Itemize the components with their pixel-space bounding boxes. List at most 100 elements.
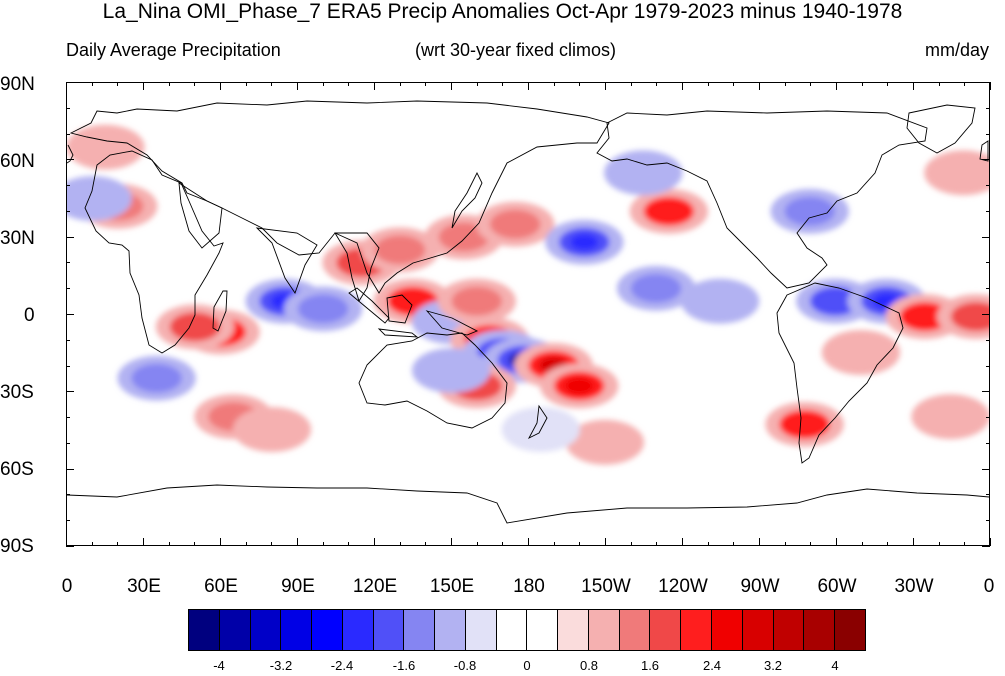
tick-mark — [66, 236, 74, 238]
colorbar-swatch — [342, 610, 374, 650]
tick-mark — [656, 82, 658, 86]
coastline-madagascar — [212, 290, 228, 332]
tick-mark — [66, 133, 70, 135]
tick-mark — [66, 546, 74, 547]
tick-mark — [630, 542, 632, 546]
coastline-india — [255, 227, 318, 294]
anomaly-region — [67, 184, 118, 213]
tick-mark — [143, 538, 144, 546]
tick-mark — [528, 538, 529, 546]
tick-mark — [348, 82, 350, 86]
tick-mark — [682, 82, 683, 90]
tick-mark — [810, 82, 812, 86]
colorbar-label: -0.8 — [453, 658, 477, 673]
colorbar-label: 0.8 — [579, 658, 599, 673]
tick-mark — [990, 82, 991, 90]
tick-mark — [476, 542, 478, 546]
anomaly-region — [297, 294, 349, 324]
tick-mark — [66, 314, 74, 315]
tick-mark — [964, 542, 966, 546]
colorbar-label: 1.6 — [640, 658, 660, 673]
tick-mark — [168, 542, 170, 546]
colorbar-swatch — [681, 610, 713, 650]
map-title: La_Nina OMI_Phase_7 ERA5 Precip Anomalie… — [102, 0, 903, 23]
tick-mark — [66, 442, 70, 444]
tick-mark — [986, 339, 990, 341]
anomaly-region — [570, 234, 599, 251]
anomaly-region — [810, 286, 861, 316]
lat-label-90s: 90S — [0, 536, 34, 557]
tick-mark — [986, 133, 990, 135]
tick-mark — [579, 82, 581, 86]
coastline-northamerica — [596, 110, 928, 289]
coastline-borneo — [386, 294, 413, 324]
anomaly-region — [489, 209, 541, 239]
tick-mark — [66, 391, 74, 393]
colorbar-swatch — [588, 610, 620, 650]
tick-mark — [66, 339, 70, 341]
map-plot-area — [66, 82, 990, 546]
tick-mark — [913, 82, 914, 90]
coastline-australia — [358, 332, 508, 429]
anomaly-region — [911, 394, 989, 440]
tick-mark — [271, 82, 273, 86]
lon-label-150w: 150W — [581, 576, 631, 597]
tick-mark — [66, 365, 70, 367]
anomaly-region — [951, 302, 989, 331]
colorbar-swatch — [773, 610, 805, 650]
tick-mark — [682, 538, 683, 546]
tick-mark — [66, 468, 74, 470]
tick-mark — [982, 236, 990, 238]
anomaly-region — [425, 356, 477, 385]
tick-mark — [784, 542, 786, 546]
colorbar-label: 0 — [523, 658, 531, 673]
tick-mark — [733, 542, 735, 546]
anomaly-region — [169, 312, 221, 342]
tick-mark — [502, 542, 504, 546]
tick-mark — [938, 82, 940, 86]
tick-mark — [759, 538, 760, 546]
colorbar-label: 2.4 — [702, 658, 722, 673]
tick-mark — [733, 82, 735, 86]
tick-mark — [245, 82, 247, 86]
tick-mark — [245, 542, 247, 546]
tick-mark — [982, 546, 990, 547]
tick-mark — [986, 417, 990, 419]
coastline-newzealand — [527, 404, 548, 440]
anomaly-map — [67, 100, 989, 524]
tick-mark — [194, 82, 196, 86]
anomaly-region — [374, 235, 426, 265]
coastline-japan — [451, 171, 483, 229]
lon-label-0: 0 — [61, 576, 73, 597]
lat-label-60s: 60S — [0, 459, 34, 480]
tick-mark — [913, 538, 914, 546]
tick-mark — [553, 542, 555, 546]
coastline-java — [377, 328, 419, 338]
anomaly-region — [232, 407, 312, 452]
tick-mark — [399, 82, 401, 86]
colorbar-swatch — [527, 610, 559, 650]
tick-mark — [986, 288, 990, 290]
lon-label-0-right: 0 — [983, 576, 995, 597]
anomaly-region — [131, 363, 182, 393]
tick-mark — [964, 82, 966, 86]
tick-mark — [66, 82, 67, 90]
tick-mark — [168, 82, 170, 86]
lon-label-30e: 30E — [127, 576, 161, 597]
lon-label-90e: 90E — [281, 576, 315, 597]
tick-mark — [528, 82, 529, 90]
tick-mark — [836, 538, 837, 546]
lat-label-30n: 30N — [0, 228, 35, 249]
tick-mark — [348, 542, 350, 546]
tick-mark — [605, 82, 606, 90]
tick-mark — [986, 520, 990, 522]
colorbar-swatch — [742, 610, 774, 650]
tick-mark — [425, 82, 427, 86]
anomaly-region — [618, 158, 669, 188]
tick-mark — [66, 262, 70, 264]
coastline-eurasia — [69, 100, 610, 294]
tick-mark — [66, 520, 70, 522]
colorbar-swatch — [804, 610, 836, 650]
tick-mark — [986, 442, 990, 444]
tick-mark — [476, 82, 478, 86]
